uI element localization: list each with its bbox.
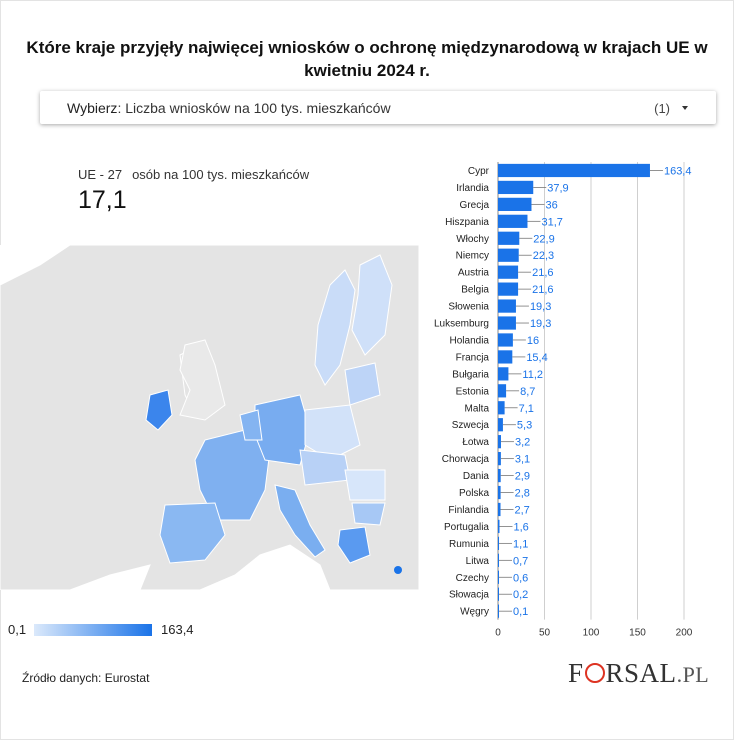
legend-gradient — [34, 624, 152, 636]
logo-part-b: RSAL — [605, 658, 677, 688]
europe-map[interactable] — [0, 245, 419, 590]
kpi-label: UE - 27 osób na 100 tys. mieszkańców — [78, 167, 319, 182]
logo-o-icon — [584, 663, 605, 683]
forsal-logo: F RSAL.PL — [568, 658, 709, 689]
legend-max: 163,4 — [161, 622, 194, 637]
chart-title: Które kraje przyjęły najwięcej wniosków … — [26, 38, 708, 80]
source-note: Źródło danych: Eurostat — [22, 671, 150, 685]
kpi-region: UE - 27 — [78, 167, 123, 182]
map-greece[interactable] — [337, 526, 371, 564]
map-cyprus[interactable] — [394, 566, 402, 574]
selector-label: Wybierz — [67, 100, 118, 116]
map-romania[interactable] — [344, 469, 386, 501]
map-bulgaria[interactable] — [351, 502, 386, 526]
map-ireland[interactable] — [145, 389, 173, 431]
map-central[interactable] — [299, 449, 351, 486]
logo-part-c: .PL — [676, 662, 710, 687]
map-poland[interactable] — [304, 404, 361, 461]
map-finland[interactable] — [351, 254, 393, 356]
selector-label-row: Wybierz: Liczba wniosków na 100 tys. mie… — [67, 100, 391, 116]
map-uk — [179, 339, 226, 421]
map-benelux[interactable] — [239, 409, 263, 441]
kpi-unit: osób na 100 tys. mieszkańców — [132, 167, 310, 182]
legend-min: 0,1 — [8, 622, 27, 637]
logo-part-a: F — [568, 658, 584, 688]
metric-selector[interactable]: Wybierz: Liczba wniosków na 100 tys. mie… — [40, 91, 716, 124]
kpi-value: 17,1 — [78, 186, 127, 214]
selector-count: (1) — [654, 101, 670, 116]
dropdown-arrow-icon[interactable] — [682, 106, 688, 110]
map-sweden[interactable] — [314, 269, 356, 386]
map-iberia[interactable] — [159, 502, 226, 564]
map-baltics[interactable] — [344, 362, 381, 406]
map-italy[interactable] — [274, 484, 326, 558]
selector-value: Liczba wniosków na 100 tys. mieszkańców — [125, 100, 391, 116]
